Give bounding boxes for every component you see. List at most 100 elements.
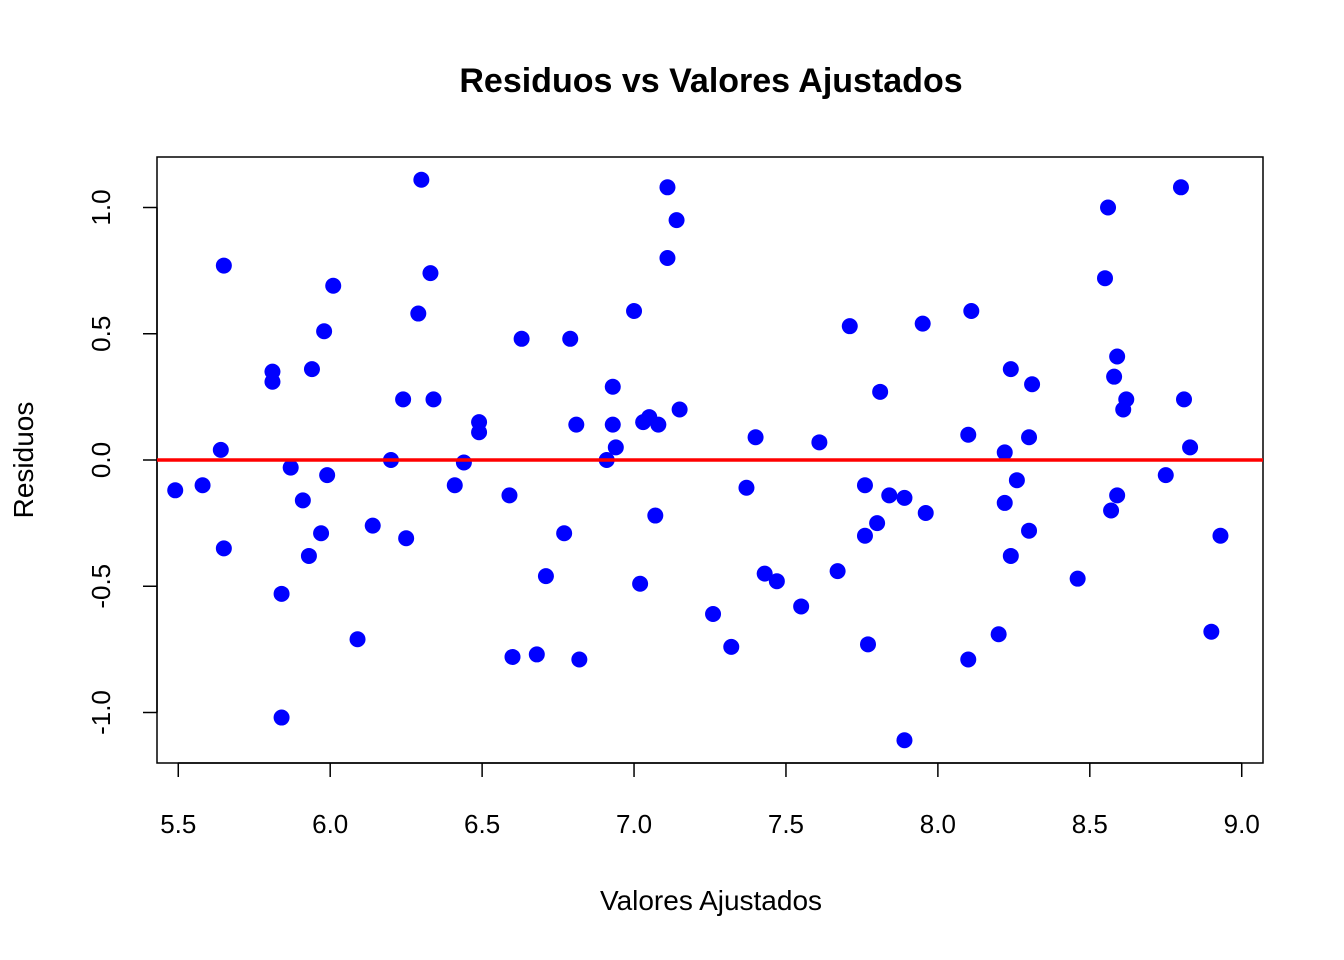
y-tick-label: 1.0	[86, 189, 116, 225]
data-point	[537, 568, 554, 585]
data-point	[316, 323, 333, 340]
y-tick-label: 0.5	[86, 316, 116, 352]
data-point	[604, 416, 621, 433]
data-point	[917, 505, 934, 522]
data-point	[294, 492, 311, 509]
data-point	[607, 439, 624, 456]
data-point	[705, 606, 722, 623]
data-point	[513, 330, 530, 347]
data-point	[264, 373, 281, 390]
data-point	[747, 429, 764, 446]
data-point	[1008, 472, 1025, 489]
data-point	[960, 426, 977, 443]
data-point	[571, 651, 588, 668]
data-point	[1182, 439, 1199, 456]
data-point	[632, 575, 649, 592]
data-point	[413, 171, 430, 188]
data-point	[425, 391, 442, 408]
chart-title: Residuos vs Valores Ajustados	[459, 62, 962, 100]
data-point	[1021, 522, 1038, 539]
data-point	[896, 732, 913, 749]
data-point	[1109, 348, 1126, 365]
data-point	[856, 527, 873, 544]
x-tick-label: 6.5	[464, 809, 500, 839]
data-point	[1109, 487, 1126, 504]
x-axis-title: Valores Ajustados	[600, 885, 822, 916]
data-point	[996, 444, 1013, 461]
data-point	[273, 709, 290, 726]
x-tick-label: 7.5	[768, 809, 804, 839]
data-point	[738, 479, 755, 496]
data-point	[811, 434, 828, 451]
data-point	[963, 303, 980, 320]
x-tick-label: 5.5	[160, 809, 196, 839]
x-tick-label: 7.0	[616, 809, 652, 839]
data-point	[914, 315, 931, 332]
data-point	[282, 459, 299, 476]
data-point	[668, 212, 685, 229]
data-point	[768, 573, 785, 590]
data-point	[756, 565, 773, 582]
data-point	[398, 530, 415, 547]
data-point	[212, 441, 229, 458]
data-point	[671, 401, 688, 418]
data-point	[841, 318, 858, 335]
data-point	[1024, 376, 1041, 393]
data-point	[604, 378, 621, 395]
data-point	[446, 477, 463, 494]
scatter-points	[167, 171, 1229, 749]
data-point	[881, 487, 898, 504]
data-point	[1212, 527, 1229, 544]
data-point	[395, 391, 412, 408]
data-point	[793, 598, 810, 615]
data-point	[410, 305, 427, 322]
data-point	[659, 250, 676, 266]
data-point	[1002, 547, 1019, 564]
data-point	[422, 265, 439, 282]
data-point	[1172, 179, 1189, 196]
data-point	[364, 517, 381, 534]
data-point	[319, 467, 336, 484]
data-point	[303, 361, 320, 378]
data-point	[896, 489, 913, 506]
data-point	[1021, 429, 1038, 446]
data-point	[471, 424, 488, 441]
data-point	[194, 477, 211, 494]
data-point	[872, 383, 889, 400]
data-point	[562, 330, 579, 347]
data-point	[1100, 199, 1117, 216]
data-point	[860, 636, 876, 653]
data-point	[1097, 270, 1113, 287]
data-point	[1118, 391, 1135, 408]
x-tick-label: 9.0	[1224, 809, 1260, 839]
y-tick-label: -1.0	[86, 690, 116, 735]
data-point	[1103, 502, 1120, 519]
data-point	[504, 648, 521, 665]
data-point	[659, 179, 676, 196]
data-point	[626, 303, 643, 320]
data-point	[960, 651, 977, 668]
data-point	[501, 487, 518, 504]
data-point	[313, 525, 330, 542]
y-axis-title: Residuos	[8, 402, 39, 519]
x-tick-label: 8.0	[920, 809, 956, 839]
data-point	[273, 585, 290, 602]
data-point	[556, 525, 573, 542]
data-point	[990, 626, 1007, 643]
y-tick-label: 0.0	[86, 442, 116, 478]
data-point	[647, 507, 664, 524]
data-point	[349, 631, 366, 648]
data-point	[1203, 623, 1220, 640]
data-point	[996, 494, 1013, 511]
data-point	[1106, 368, 1123, 385]
data-point	[723, 638, 740, 655]
data-point	[829, 563, 846, 580]
data-point	[455, 454, 472, 471]
data-point	[167, 482, 184, 499]
data-point	[1157, 467, 1174, 484]
data-point	[1002, 361, 1019, 378]
x-axis: 5.5 6.0 6.5 7.0 7.5 8.0 8.5 9.0	[160, 762, 1260, 839]
y-tick-label: -0.5	[86, 564, 116, 609]
data-point	[215, 257, 232, 274]
data-point	[1069, 570, 1086, 587]
